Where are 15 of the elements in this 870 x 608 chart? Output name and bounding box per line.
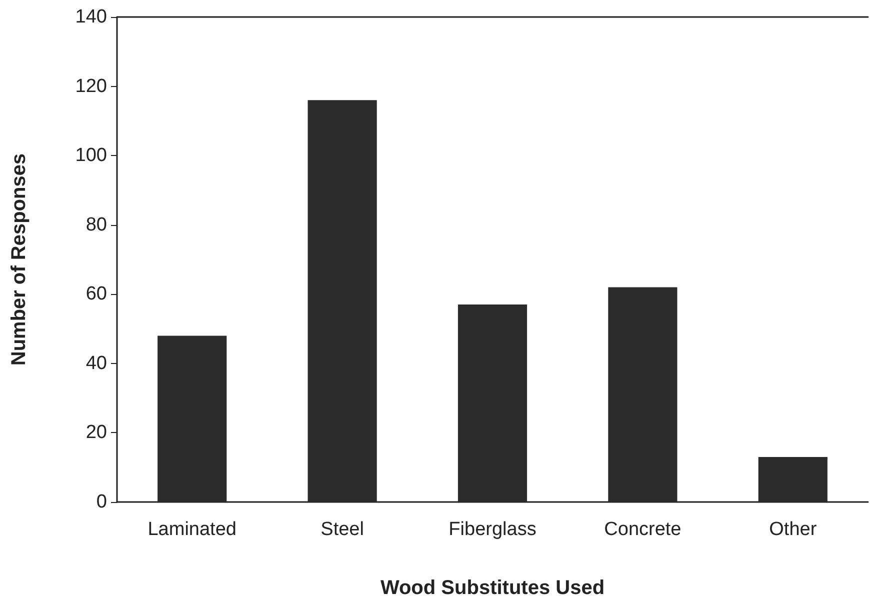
x-tick-label: Other bbox=[769, 519, 818, 540]
y-tick-label: 60 bbox=[86, 284, 107, 305]
y-tick-label: 100 bbox=[75, 145, 107, 166]
x-tick-label: Fiberglass bbox=[448, 519, 536, 540]
x-tick-label: Concrete bbox=[604, 519, 682, 540]
x-tick-label: Steel bbox=[320, 519, 364, 540]
y-tick-label: 20 bbox=[86, 422, 107, 444]
y-tick-label: 120 bbox=[75, 76, 107, 97]
y-axis-title: Number of Responses bbox=[8, 153, 30, 366]
y-tick-label: 0 bbox=[96, 492, 107, 512]
y-tick-label: 80 bbox=[86, 214, 107, 236]
y-tick-label: 140 bbox=[75, 6, 107, 28]
x-tick-label: Laminated bbox=[148, 519, 236, 540]
y-tick-label: 40 bbox=[86, 352, 107, 374]
x-axis-title: Wood Substitutes Used bbox=[380, 577, 605, 599]
